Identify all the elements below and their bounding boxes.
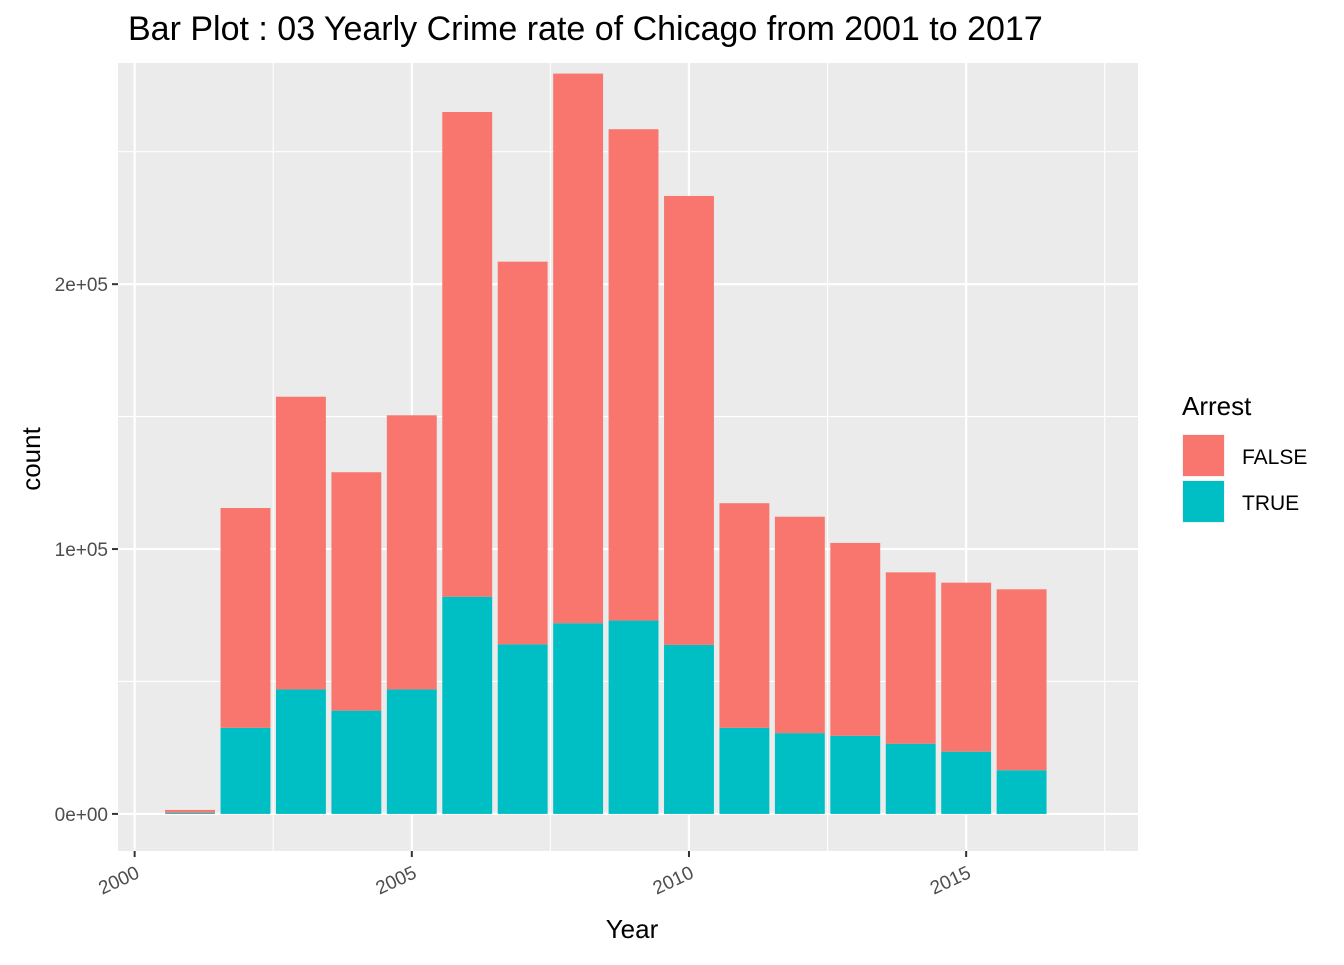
bar-stack-2007: [497, 261, 548, 814]
bars: [165, 73, 1047, 814]
bar-stack-2005: [386, 415, 437, 814]
x-axis-title: Year: [606, 914, 659, 944]
bar-stack-2009: [608, 129, 659, 814]
bar-2016-true: [996, 770, 1047, 814]
bar-2003-true: [275, 689, 326, 814]
bar-2013-false: [830, 542, 881, 736]
bar-2007-true: [497, 644, 548, 814]
bar-2010-false: [664, 195, 714, 645]
x-tick-label: 2015: [927, 862, 974, 899]
legend-swatch: [1183, 481, 1224, 522]
legend-item-false: FALSE: [1182, 434, 1307, 477]
bar-stack-2014: [885, 572, 936, 814]
bar-2014-false: [885, 572, 936, 744]
bar-stack-2016: [996, 589, 1047, 814]
bar-2012-false: [774, 516, 825, 734]
bar-2013-true: [830, 735, 881, 814]
x-tick-label: 2005: [373, 862, 420, 899]
bar-stack-2004: [331, 472, 382, 814]
bar-stack-2011: [719, 503, 770, 814]
bar-2003-false: [275, 396, 326, 690]
legend-label: TRUE: [1242, 492, 1299, 515]
bar-2002-false: [220, 507, 271, 728]
bar-2005-true: [386, 689, 437, 814]
bar-2002-true: [220, 727, 271, 814]
bar-2007-false: [497, 261, 548, 645]
legend-label: FALSE: [1242, 446, 1307, 469]
bar-2001-false: [165, 809, 216, 813]
bar-2009-true: [608, 620, 659, 814]
bar-2014-true: [885, 743, 936, 814]
bar-stack-2008: [553, 73, 604, 814]
bar-stack-2010: [664, 195, 714, 814]
bar-2006-false: [442, 112, 493, 597]
bar-2004-true: [331, 710, 382, 814]
x-tick-label: 2000: [96, 862, 143, 899]
bar-2006-true: [442, 596, 493, 814]
bar-stack-2012: [774, 516, 825, 814]
y-tick-label: 0e+00: [55, 805, 108, 826]
bar-stack-2003: [275, 396, 326, 814]
legend: Arrest FALSE TRUE: [1182, 391, 1307, 523]
bar-stack-2015: [941, 582, 992, 814]
bar-2001-true: [165, 812, 216, 814]
bar-stack-2001: [165, 809, 216, 814]
y-tick-label: 1e+05: [55, 540, 108, 561]
bar-2004-false: [331, 472, 382, 711]
bar-2015-true: [941, 751, 992, 814]
chart-title: Bar Plot : 03 Yearly Crime rate of Chica…: [128, 10, 1043, 48]
legend-swatch: [1183, 435, 1224, 476]
x-tick-label: 2010: [650, 862, 697, 899]
y-axis-title: count: [16, 426, 46, 490]
bar-stack-2013: [830, 542, 881, 814]
legend-title: Arrest: [1182, 391, 1252, 421]
bar-2011-true: [719, 727, 770, 814]
y-tick-label: 2e+05: [55, 275, 108, 296]
bar-2005-false: [386, 415, 437, 690]
legend-item-true: TRUE: [1182, 480, 1299, 523]
bar-2011-false: [719, 503, 770, 728]
bar-2015-false: [941, 582, 992, 752]
bar-stack-2006: [442, 112, 493, 814]
bar-2012-true: [774, 733, 825, 814]
bar-2010-true: [664, 644, 714, 814]
legend-items: FALSE TRUE: [1182, 434, 1307, 523]
bar-stack-2002: [220, 507, 271, 814]
bar-2009-false: [608, 129, 659, 621]
bar-2008-false: [553, 73, 604, 624]
bar-2008-true: [553, 623, 604, 814]
bar-2016-false: [996, 589, 1047, 771]
